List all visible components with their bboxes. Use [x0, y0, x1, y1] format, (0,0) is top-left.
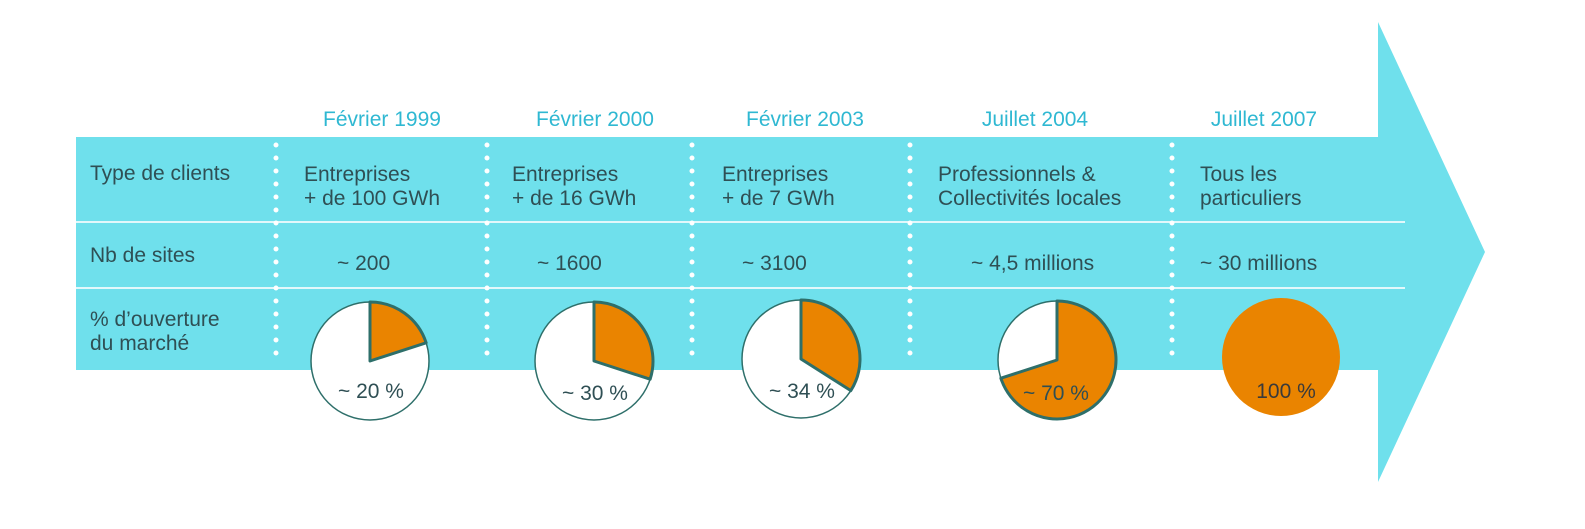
date-label: Février 2003 [746, 108, 864, 131]
client-type-line: + de 100 GWh [304, 187, 440, 210]
client-type-cell: Tous les particuliers [1200, 163, 1302, 211]
row-label-line: % d’ouverture [90, 308, 220, 331]
market-opening-pie [741, 298, 862, 419]
pie-slice-open [999, 299, 1118, 421]
client-type-line: + de 7 GWh [722, 187, 835, 210]
pie-slice-open [368, 300, 428, 363]
opening-percent-label: 100 % [1256, 380, 1316, 403]
site-count-cell: ~ 200 [337, 252, 391, 275]
opening-percent-label: ~ 34 % [769, 380, 835, 403]
date-label: Juillet 2007 [1210, 108, 1318, 131]
date-label: Juillet 2004 [981, 108, 1089, 131]
pie-slice-open [1222, 298, 1340, 416]
client-type-cell: Entreprises + de 100 GWh [304, 163, 440, 211]
opening-percent-label: ~ 70 % [1023, 382, 1089, 405]
market-opening-pie [1222, 298, 1340, 416]
client-type-line: Entreprises [722, 163, 829, 186]
market-opening-pie [534, 300, 655, 421]
market-opening-pie [310, 300, 430, 421]
client-type-cell: Entreprises + de 16 GWh [512, 163, 636, 211]
pie-slice-open [592, 300, 655, 381]
row-label-market-opening: % d’ouverture du marché [90, 308, 220, 356]
site-count-cell: ~ 3100 [742, 252, 807, 275]
client-type-cell: Professionnels & Collectivités locales [938, 163, 1121, 211]
client-type-line: Entreprises [304, 163, 411, 186]
opening-percent-label: ~ 30 % [562, 382, 628, 405]
site-count-cell: ~ 30 millions [1200, 252, 1318, 275]
client-type-line: Collectivités locales [938, 187, 1122, 210]
pie-slice-open [799, 298, 862, 393]
site-count-cell: ~ 4,5 millions [971, 252, 1095, 275]
row-label-line: du marché [90, 332, 190, 355]
client-type-line: Professionnels & [938, 163, 1096, 186]
client-type-line: Entreprises [512, 163, 619, 186]
market-opening-pie [997, 299, 1118, 421]
row-label-site-count: Nb de sites [90, 244, 195, 268]
client-type-cell: Entreprises + de 7 GWh [722, 163, 835, 211]
date-label: Février 2000 [536, 108, 654, 131]
row-label-client-type: Type de clients [90, 162, 230, 186]
date-label: Février 1999 [323, 108, 441, 131]
client-type-line: particuliers [1200, 187, 1302, 210]
client-type-line: + de 16 GWh [512, 187, 637, 210]
row-label-line: Type de clients [90, 162, 231, 185]
row-label-line: Nb de sites [90, 244, 196, 267]
site-count-cell: ~ 1600 [537, 252, 602, 275]
client-type-line: Tous les [1200, 163, 1278, 186]
opening-percent-label: ~ 20 % [338, 380, 404, 403]
